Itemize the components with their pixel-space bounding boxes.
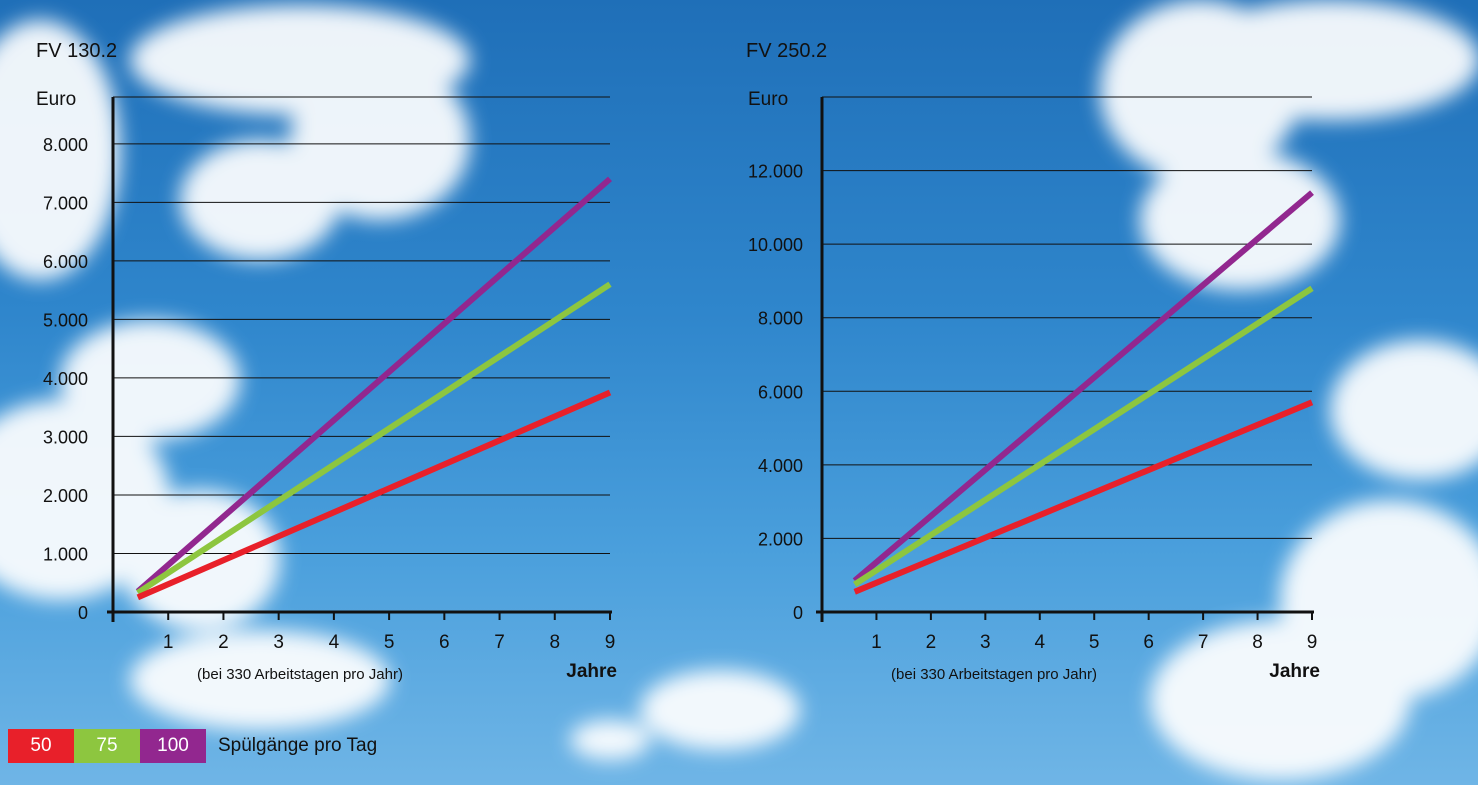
x-tick-label: 7 [1198, 632, 1209, 653]
chart-title: FV 130.2 [36, 40, 117, 62]
y-tick-label: 8.000 [43, 135, 88, 155]
legend: 50 75 100 Spülgänge pro Tag [8, 729, 377, 763]
y-tick-label: 6.000 [43, 252, 88, 272]
y-tick-label: 0 [793, 603, 803, 623]
x-tick-label: 2 [218, 632, 229, 653]
y-tick-label: 1.000 [43, 544, 88, 564]
x-tick-label: 9 [1307, 632, 1318, 653]
x-tick-label: 5 [384, 632, 395, 653]
y-tick-label: 2.000 [43, 486, 88, 506]
series-line-75 [853, 285, 1314, 587]
x-tick-label: 3 [980, 632, 991, 653]
chart-fv1302: FV 130.2 Euro 0 1.000 2.000 3.000 4.000 5.000 6.… [36, 40, 617, 683]
y-tick-label: 2.000 [758, 529, 803, 549]
series-line-50 [853, 399, 1314, 595]
chart-title: FV 250.2 [746, 40, 827, 62]
series-line-100 [852, 190, 1314, 583]
y-tick-label: 5.000 [43, 310, 88, 330]
y-axis-label: Euro [748, 89, 788, 110]
y-tick-label: 7.000 [43, 193, 88, 213]
x-tick-label: 6 [1143, 632, 1154, 653]
y-axis-label: Euro [36, 89, 76, 110]
x-tick-label: 1 [163, 632, 174, 653]
chart-fv2502: FV 250.2 Euro 0 2.000 4.000 6.000 8.000 10.000 1… [746, 40, 1320, 683]
x-tick-label: 4 [329, 632, 340, 653]
legend-caption: Spülgänge pro Tag [218, 735, 378, 756]
legend-box-50: 50 [8, 729, 74, 763]
legend-box-75: 75 [74, 729, 140, 763]
x-axis-label: Jahre [566, 661, 617, 682]
x-tick-label: 6 [439, 632, 450, 653]
x-tick-label: 8 [1252, 632, 1263, 653]
y-tick-label: 4.000 [758, 456, 803, 476]
series-line-50 [136, 389, 612, 601]
x-tick-label: 3 [273, 632, 284, 653]
y-tick-label: 8.000 [758, 309, 803, 329]
y-tick-label: 12.000 [748, 162, 803, 182]
axis-note: (bei 330 Arbeitstagen pro Jahr) [197, 666, 403, 683]
legend-box-100: 100 [140, 729, 206, 763]
x-axis-label: Jahre [1269, 661, 1320, 682]
axis-note: (bei 330 Arbeitstagen pro Jahr) [891, 666, 1097, 683]
y-tick-label: 0 [78, 603, 88, 623]
x-tick-label: 7 [494, 632, 505, 653]
series-line-100 [135, 176, 612, 594]
y-tick-label: 3.000 [43, 427, 88, 447]
x-tick-label: 5 [1089, 632, 1100, 653]
y-tick-label: 4.000 [43, 369, 88, 389]
series-line-75 [136, 281, 612, 596]
x-tick-label: 9 [605, 632, 616, 653]
y-tick-label: 10.000 [748, 235, 803, 255]
x-tick-label: 4 [1034, 632, 1045, 653]
y-tick-label: 6.000 [758, 382, 803, 402]
x-tick-label: 8 [549, 632, 560, 653]
x-tick-label: 2 [926, 632, 937, 653]
x-tick-label: 1 [871, 632, 882, 653]
